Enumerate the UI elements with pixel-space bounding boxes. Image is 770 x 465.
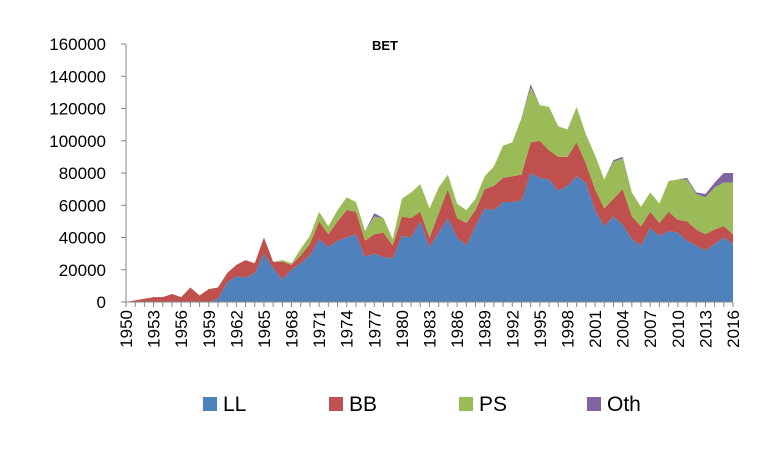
x-tick-label: 1959 xyxy=(200,310,219,348)
x-tick-label: 1965 xyxy=(255,310,274,348)
y-tick-label: 40000 xyxy=(59,229,106,248)
x-tick-label: 2001 xyxy=(586,310,605,348)
legend: LL BB PS Oth xyxy=(203,393,641,416)
x-tick-label: 1971 xyxy=(310,310,329,348)
x-axis-tick-labels: 1950 1953 1956 1959 1962 1965 1968 1971 1974 1977… xyxy=(117,310,743,348)
y-tick-label: 60000 xyxy=(59,196,106,215)
y-tick-label: 140000 xyxy=(49,67,106,86)
x-tick-label: 1983 xyxy=(421,310,440,348)
x-tick-label: 1986 xyxy=(448,310,467,348)
legend-swatch-ps xyxy=(459,397,473,411)
x-tick-label: 1962 xyxy=(227,310,246,348)
x-tick-label: 1968 xyxy=(283,310,302,348)
x-tick-label: 1974 xyxy=(338,310,357,348)
y-tick-label: 120000 xyxy=(49,100,106,119)
area-series-group xyxy=(126,84,733,302)
x-tick-label: 1980 xyxy=(393,310,412,348)
chart-title: BET xyxy=(372,38,398,53)
x-tick-label: 2013 xyxy=(696,310,715,348)
legend-label-bb: BB xyxy=(349,393,377,416)
x-tick-label: 1953 xyxy=(145,310,164,348)
area-series-ps xyxy=(126,87,733,302)
x-tick-label: 1995 xyxy=(531,310,550,348)
x-tick-label: 2007 xyxy=(641,310,660,348)
y-tick-label: 0 xyxy=(97,293,106,312)
x-tick-label: 2004 xyxy=(614,310,633,348)
legend-label-oth: Oth xyxy=(607,393,641,416)
y-axis-tick-labels: 0 20000 40000 60000 80000 100000 120000 140000 1… xyxy=(49,35,106,312)
legend-label-ll: LL xyxy=(223,393,246,416)
area-series-ll xyxy=(126,173,733,302)
x-tick-label: 1998 xyxy=(558,310,577,348)
legend-swatch-ll xyxy=(203,397,217,411)
y-tick-label: 80000 xyxy=(59,164,106,183)
y-tick-label: 100000 xyxy=(49,132,106,151)
legend-swatch-oth xyxy=(587,397,601,411)
y-tick-label: 20000 xyxy=(59,261,106,280)
y-tick-label: 160000 xyxy=(49,35,106,54)
x-tick-label: 2016 xyxy=(724,310,743,348)
x-tick-label: 1989 xyxy=(476,310,495,348)
x-tick-label: 1977 xyxy=(365,310,384,348)
legend-swatch-bb xyxy=(329,397,343,411)
legend-label-ps: PS xyxy=(479,393,507,416)
x-tick-label: 1950 xyxy=(117,310,136,348)
x-tick-label: 1956 xyxy=(172,310,191,348)
x-tick-label: 1992 xyxy=(503,310,522,348)
axes xyxy=(121,43,734,307)
x-tick-label: 2010 xyxy=(669,310,688,348)
